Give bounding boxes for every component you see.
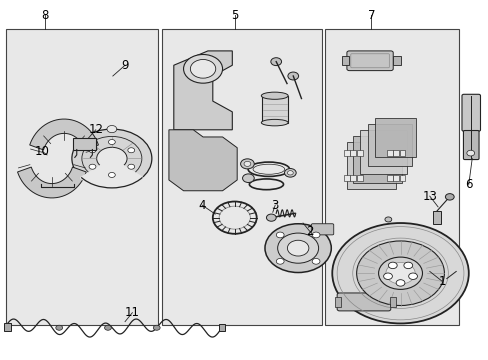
Bar	[389, 297, 395, 307]
Circle shape	[270, 58, 281, 66]
Circle shape	[445, 194, 453, 200]
Bar	[399, 150, 405, 156]
Circle shape	[356, 241, 444, 306]
Bar	[386, 150, 392, 156]
Circle shape	[383, 273, 391, 279]
Circle shape	[264, 224, 330, 273]
Bar	[344, 150, 349, 156]
Text: 4: 4	[198, 199, 205, 212]
Text: 1: 1	[437, 275, 445, 288]
Bar	[356, 175, 362, 181]
Wedge shape	[81, 158, 143, 189]
Circle shape	[242, 174, 254, 183]
Bar	[334, 297, 340, 307]
Circle shape	[108, 172, 115, 177]
Circle shape	[107, 126, 117, 133]
Bar	[392, 175, 398, 181]
Polygon shape	[168, 130, 237, 191]
Circle shape	[395, 280, 404, 286]
Circle shape	[183, 54, 222, 83]
Circle shape	[127, 164, 134, 169]
Bar	[261, 96, 288, 123]
Bar	[325, 30, 458, 325]
Text: 13: 13	[422, 190, 436, 203]
Ellipse shape	[261, 120, 287, 126]
Circle shape	[287, 72, 298, 80]
Bar	[386, 175, 392, 181]
Circle shape	[127, 148, 134, 153]
Text: 8: 8	[41, 9, 48, 22]
FancyBboxPatch shape	[463, 131, 478, 159]
Polygon shape	[360, 130, 406, 175]
Polygon shape	[173, 51, 232, 130]
Circle shape	[408, 273, 417, 279]
Text: 2: 2	[306, 225, 313, 238]
Circle shape	[403, 262, 412, 269]
Circle shape	[378, 257, 422, 289]
Circle shape	[276, 258, 284, 264]
Bar	[349, 175, 355, 181]
Text: 6: 6	[464, 178, 471, 191]
Circle shape	[244, 161, 250, 166]
Circle shape	[190, 59, 215, 78]
Bar	[73, 138, 96, 149]
Bar	[356, 150, 362, 156]
Circle shape	[284, 168, 296, 177]
Text: 12: 12	[88, 123, 103, 136]
Ellipse shape	[252, 164, 284, 174]
Bar	[218, 324, 224, 331]
Circle shape	[384, 217, 391, 222]
Circle shape	[287, 171, 293, 175]
Circle shape	[89, 164, 96, 169]
Circle shape	[387, 262, 396, 269]
Ellipse shape	[261, 92, 287, 99]
FancyBboxPatch shape	[311, 224, 333, 235]
Circle shape	[311, 258, 319, 264]
Polygon shape	[346, 142, 395, 189]
Text: 7: 7	[367, 9, 374, 22]
Polygon shape	[374, 118, 415, 157]
Bar	[344, 175, 349, 181]
Text: 9: 9	[121, 59, 128, 72]
Text: 11: 11	[124, 306, 140, 319]
Circle shape	[104, 325, 111, 330]
Polygon shape	[352, 136, 401, 183]
FancyBboxPatch shape	[336, 293, 390, 311]
Bar	[5, 30, 158, 325]
Bar	[432, 211, 440, 224]
Polygon shape	[18, 167, 86, 198]
Circle shape	[89, 148, 96, 153]
FancyBboxPatch shape	[461, 94, 480, 131]
Bar	[349, 150, 355, 156]
Text: 5: 5	[231, 9, 238, 22]
Bar	[161, 30, 321, 325]
Text: 10: 10	[35, 145, 49, 158]
Bar	[392, 56, 400, 65]
Circle shape	[385, 262, 414, 284]
Polygon shape	[367, 124, 411, 166]
Bar	[341, 56, 348, 65]
Circle shape	[277, 233, 318, 263]
Circle shape	[108, 140, 115, 144]
Circle shape	[240, 159, 254, 169]
Bar	[392, 150, 398, 156]
FancyBboxPatch shape	[346, 51, 392, 71]
Circle shape	[153, 325, 160, 330]
Circle shape	[287, 240, 308, 256]
Circle shape	[266, 214, 276, 221]
Bar	[4, 323, 11, 331]
Bar	[399, 175, 405, 181]
Circle shape	[276, 232, 284, 238]
Circle shape	[331, 223, 468, 323]
Circle shape	[466, 150, 474, 156]
Polygon shape	[30, 119, 98, 150]
Circle shape	[72, 129, 152, 188]
Text: 3: 3	[271, 199, 278, 212]
Circle shape	[56, 325, 62, 330]
Circle shape	[97, 147, 127, 170]
Circle shape	[311, 232, 319, 238]
